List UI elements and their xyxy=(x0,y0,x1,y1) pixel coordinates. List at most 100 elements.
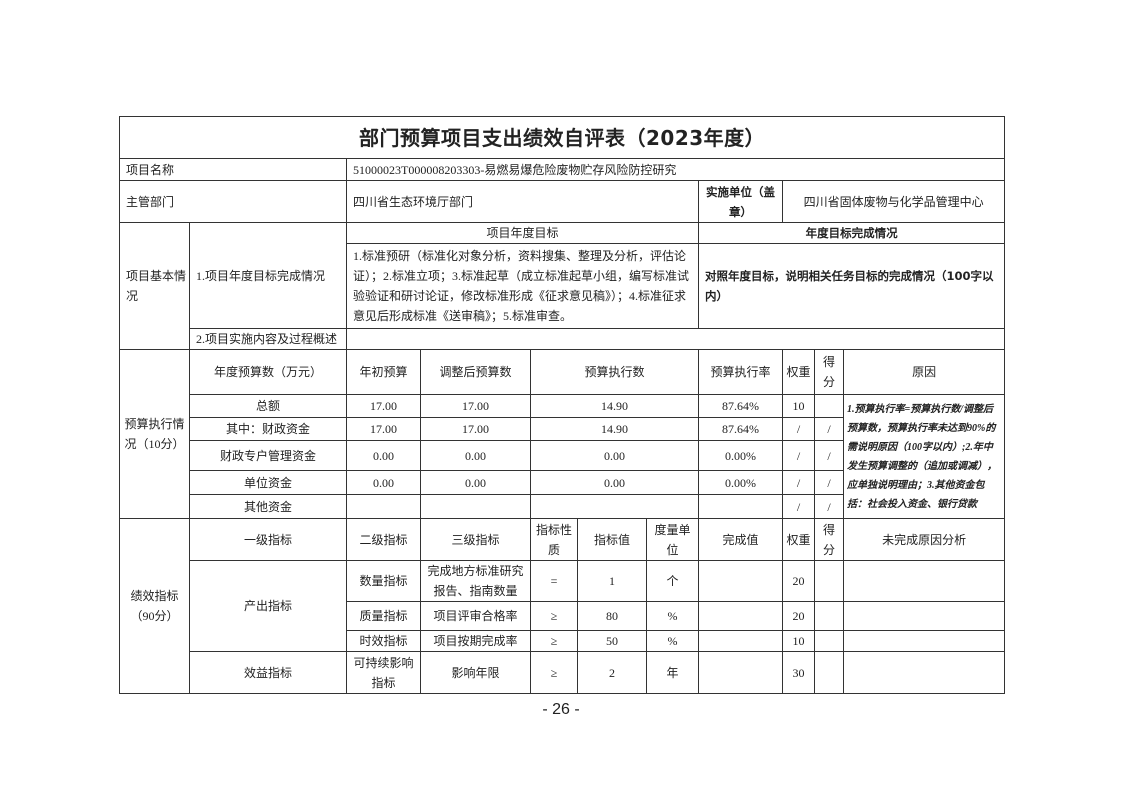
budget-cell xyxy=(698,494,783,519)
perf-header: 指标值 xyxy=(577,518,647,561)
perf-cell: 项目评审合格率 xyxy=(420,601,531,631)
budget-cell: 87.64% xyxy=(698,394,783,418)
goal-header: 项目年度目标 xyxy=(346,222,699,244)
perf-cell: 影响年限 xyxy=(420,651,531,694)
basic-item2-value xyxy=(345,328,1006,350)
budget-header: 预算执行数 xyxy=(530,349,699,395)
budget-cell xyxy=(530,494,699,519)
budget-header: 得分 xyxy=(814,349,844,395)
perf-cell: 时效指标 xyxy=(346,630,421,652)
perf-cell xyxy=(698,601,783,631)
budget-cell: 0.00 xyxy=(346,440,421,471)
department-value: 四川省生态环境厅部门 xyxy=(346,180,699,223)
budget-cell: 0.00 xyxy=(420,440,531,471)
perf-cell: 可持续影响指标 xyxy=(346,651,421,694)
perf-cell: % xyxy=(646,601,699,631)
benefit-label: 效益指标 xyxy=(189,651,347,694)
perf-cell: 质量指标 xyxy=(346,601,421,631)
perf-header: 权重 xyxy=(782,518,815,561)
budget-cell: 17.00 xyxy=(420,417,531,441)
budget-note: 1.预算执行率=预算执行数/调整后预算数，预算执行率未达到90%的需说明原因（1… xyxy=(842,394,1006,519)
perf-cell xyxy=(814,560,844,602)
perf-header: 二级指标 xyxy=(346,518,421,561)
budget-cell: / xyxy=(782,470,815,495)
department-label: 主管部门 xyxy=(119,180,347,223)
basic-item2: 2.项目实施内容及过程概述 xyxy=(189,328,347,350)
budget-cell: 0.00 xyxy=(346,470,421,495)
perf-row: 质量指标 项目评审合格率 ≥ 80 % 20 xyxy=(120,601,1006,631)
budget-cell: / xyxy=(814,470,844,495)
perf-cell: 年 xyxy=(646,651,699,694)
budget-cell: 其他资金 xyxy=(189,494,347,519)
perf-cell: = xyxy=(530,560,578,602)
table-title: 部门预算项目支出绩效自评表（2023年度） xyxy=(118,116,1006,159)
budget-header: 年度预算数（万元） xyxy=(189,349,347,395)
budget-label: 预算执行情况（10分） xyxy=(119,349,190,519)
budget-cell: 0.00 xyxy=(420,470,531,495)
perf-cell: ≥ xyxy=(530,630,578,652)
budget-cell: 其中：财政资金 xyxy=(189,417,347,441)
budget-cell: 87.64% xyxy=(698,417,783,441)
unit-value: 四川省固体废物与化学品管理中心 xyxy=(781,180,1006,223)
budget-cell: 10 xyxy=(782,394,815,418)
perf-cell: 1 xyxy=(577,560,647,602)
perf-cell xyxy=(698,630,783,652)
budget-cell: 17.00 xyxy=(346,394,421,418)
page-number: - 26 - xyxy=(542,701,580,718)
budget-header: 年初预算 xyxy=(346,349,421,395)
perf-cell xyxy=(842,651,1006,694)
budget-cell: / xyxy=(782,494,815,519)
perf-cell: 完成地方标准研究报告、指南数量 xyxy=(420,560,531,602)
perf-cell xyxy=(842,630,1006,652)
budget-cell: 0.00 xyxy=(530,440,699,471)
perf-cell xyxy=(698,651,783,694)
output-label: 产出指标 xyxy=(189,560,347,652)
perf-cell: ≥ xyxy=(530,601,578,631)
budget-header: 权重 xyxy=(782,349,815,395)
project-name-value: 51000023T000008203303-易燃易爆危险废物贮存风险防控研究 xyxy=(345,158,1006,181)
perf-cell: 2 xyxy=(577,651,647,694)
budget-cell: 财政专户管理资金 xyxy=(189,440,347,471)
perf-cell xyxy=(814,601,844,631)
budget-cell: 17.00 xyxy=(420,394,531,418)
budget-cell: / xyxy=(814,440,844,471)
budget-cell: 单位资金 xyxy=(189,470,347,495)
budget-cell: 总额 xyxy=(189,394,347,418)
basic-item1: 1.项目年度目标完成情况 xyxy=(189,222,347,329)
budget-cell xyxy=(814,394,844,418)
budget-row: 总额 17.00 17.00 14.90 87.64% 10 1.预算执行率=预… xyxy=(120,394,1006,519)
perf-cell: 个 xyxy=(646,560,699,602)
perf-cell: 数量指标 xyxy=(346,560,421,602)
done-header: 年度目标完成情况 xyxy=(697,222,1006,244)
perf-row: 产出指标 数量指标 完成地方标准研究报告、指南数量 = 1 个 20 xyxy=(120,560,1006,652)
budget-cell xyxy=(420,494,531,519)
perf-cell: 80 xyxy=(577,601,647,631)
perf-cell: 50 xyxy=(577,630,647,652)
self-evaluation-table: 部门预算项目支出绩效自评表（2023年度） 项目名称 51000023T0000… xyxy=(118,116,1006,694)
perf-cell xyxy=(698,560,783,602)
budget-cell: 0.00% xyxy=(698,470,783,495)
perf-cell xyxy=(814,630,844,652)
budget-cell: / xyxy=(814,494,844,519)
budget-row: 财政专户管理资金 0.00 0.00 0.00 0.00% / / xyxy=(120,440,1005,471)
budget-cell: 17.00 xyxy=(346,417,421,441)
budget-cell: 0.00 xyxy=(530,470,699,495)
budget-row: 单位资金 0.00 0.00 0.00 0.00% / / xyxy=(120,470,1005,495)
budget-cell: / xyxy=(814,417,844,441)
perf-row: 效益指标 可持续影响指标 影响年限 ≥ 2 年 30 xyxy=(120,651,1006,694)
perf-cell xyxy=(842,601,1006,631)
perf-label: 绩效指标（90分） xyxy=(119,518,190,694)
perf-cell: % xyxy=(646,630,699,652)
budget-cell: / xyxy=(782,417,815,441)
perf-row: 时效指标 项目按期完成率 ≥ 50 % 10 xyxy=(120,630,1006,652)
budget-row: 其中：财政资金 17.00 17.00 14.90 87.64% / / xyxy=(120,417,1005,441)
perf-cell: 30 xyxy=(782,651,815,694)
perf-header: 度量单位 xyxy=(646,518,699,561)
perf-cell: 20 xyxy=(782,601,815,631)
budget-cell xyxy=(346,494,421,519)
budget-cell: 14.90 xyxy=(530,417,699,441)
perf-cell: 20 xyxy=(782,560,815,602)
budget-cell: 14.90 xyxy=(530,394,699,418)
goal-text: 1.标准预研（标准化对象分析，资料搜集、整理及分析，评估论证）；2.标准立项；3… xyxy=(346,243,699,329)
perf-header: 未完成原因分析 xyxy=(842,518,1006,561)
